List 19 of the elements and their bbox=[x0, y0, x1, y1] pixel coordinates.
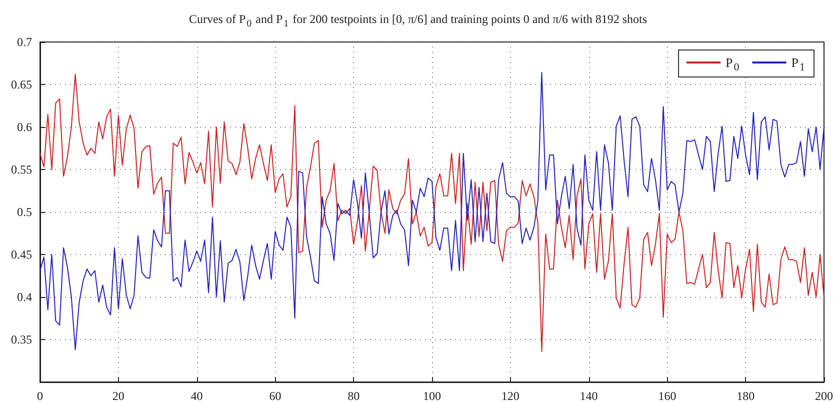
x-tick-label: 80 bbox=[348, 389, 360, 403]
y-tick-label: 0.6 bbox=[17, 120, 32, 134]
y-tick-label: 0.35 bbox=[11, 332, 32, 346]
y-tick-label: 0.55 bbox=[11, 162, 32, 176]
x-tick-label: 160 bbox=[658, 389, 676, 403]
y-tick-label: 0.45 bbox=[11, 248, 32, 262]
x-tick-label: 100 bbox=[423, 389, 441, 403]
x-tick-label: 120 bbox=[501, 389, 520, 403]
x-tick-label: 20 bbox=[112, 389, 124, 403]
x-tick-label: 60 bbox=[269, 389, 282, 403]
x-tick-label: 0 bbox=[37, 389, 43, 403]
x-tick-label: 40 bbox=[190, 389, 203, 403]
y-tick-label: 0.5 bbox=[17, 205, 32, 219]
y-tick-label: 0.7 bbox=[17, 35, 32, 49]
y-tick-label: 0.65 bbox=[11, 78, 32, 92]
x-tick-label: 180 bbox=[736, 389, 755, 403]
x-tick-label: 200 bbox=[815, 389, 833, 403]
y-tick-label: 0.4 bbox=[17, 290, 32, 304]
x-tick-label: 140 bbox=[580, 389, 598, 403]
